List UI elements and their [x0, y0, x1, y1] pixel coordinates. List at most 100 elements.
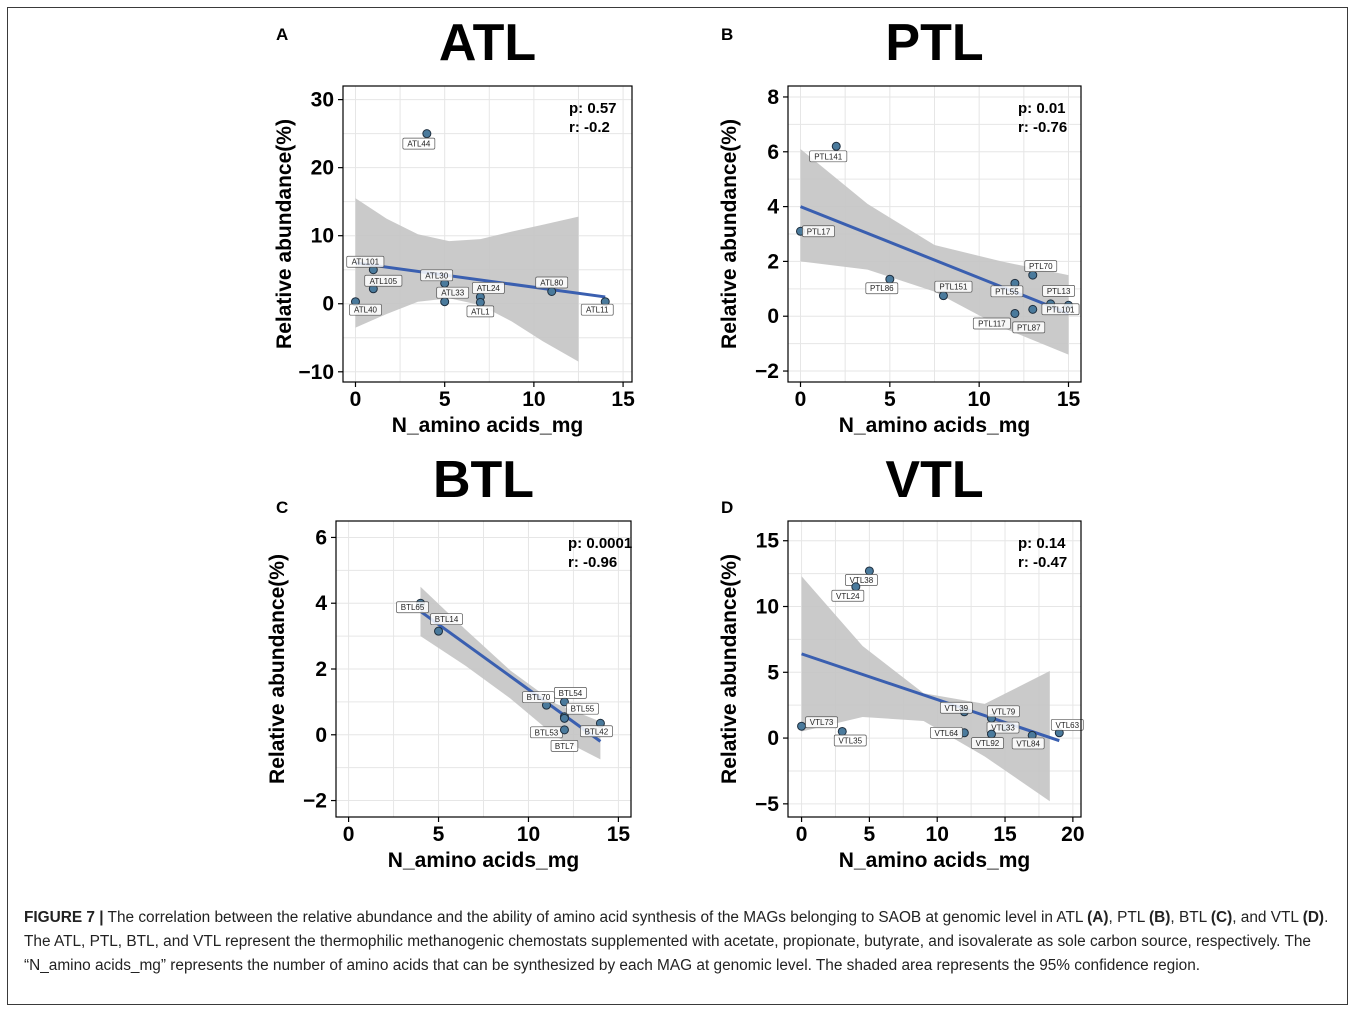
caption-text-4: , and VTL	[1232, 909, 1303, 926]
x-tick-label: 20	[1061, 823, 1084, 846]
point-label: BTL70	[522, 691, 555, 704]
stat-r-value: r: -0.96	[568, 554, 617, 571]
point-label-box	[929, 726, 963, 739]
stat-r-value: r: -0.2	[569, 119, 610, 136]
x-tick-label: 5	[884, 388, 896, 411]
caption-ref-d: (D)	[1302, 909, 1325, 926]
y-axis-label: Relative abundance(%)	[718, 554, 741, 784]
point-label-text: BTL7	[555, 742, 575, 751]
regression-line	[799, 205, 1070, 315]
y-tick-label: 15	[756, 530, 780, 553]
y-tick-label: 0	[315, 724, 327, 747]
data-point	[831, 141, 841, 151]
point-label-box	[349, 303, 382, 316]
point-label: PTL141	[809, 150, 848, 163]
point-label: ATL80	[535, 276, 569, 289]
point-label-text: VTL35	[838, 736, 862, 745]
y-tick-label: −2	[755, 360, 779, 383]
point-label: VTL39	[939, 701, 973, 714]
point-label-box	[833, 734, 867, 747]
x-tick-label: 5	[864, 823, 876, 846]
panel-title: VTL	[885, 451, 983, 509]
x-tick-label: 0	[796, 823, 808, 846]
point-label-box	[845, 574, 878, 586]
point-label-text: BTL65	[401, 603, 425, 612]
point-label-text: ATL80	[540, 278, 564, 287]
panel-letter: A	[276, 25, 288, 44]
y-tick-label: 0	[767, 727, 779, 750]
y-tick-label: 4	[767, 196, 779, 219]
confidence-band	[420, 586, 601, 760]
data-point	[559, 713, 569, 723]
point-label-text: BTL54	[559, 689, 583, 698]
point-label: BTL7	[550, 739, 579, 752]
point-label-text: ATL105	[370, 277, 398, 286]
caption-text-2: , PTL	[1108, 909, 1150, 926]
point-label-text: BTL70	[527, 693, 551, 702]
point-label-box	[809, 150, 848, 163]
x-tick-label: 0	[795, 388, 807, 411]
point-label-box	[831, 589, 865, 602]
point-label-text: ATL11	[586, 306, 609, 315]
point-label-text: VTL24	[836, 592, 860, 601]
point-label: PTL101	[1041, 303, 1080, 316]
point-label: ATL101	[346, 255, 385, 268]
data-point	[797, 721, 807, 731]
stat-r-value: r: -0.76	[1018, 119, 1067, 136]
point-label-box	[436, 286, 470, 299]
point-label-text: VTL84	[1016, 739, 1040, 748]
y-tick-label: 10	[311, 225, 334, 248]
panel-d: D VTL VTL38 VTL24 VTL73 VTL35 VTL39 VTL79 VTL64 V…	[718, 451, 1085, 872]
point-label-text: VTL79	[992, 707, 1016, 716]
point-label: VTL24	[831, 589, 865, 602]
point-label-box	[430, 613, 463, 626]
x-tick-label: 5	[439, 388, 451, 411]
point-label-box	[550, 739, 579, 752]
panel-letter: D	[721, 498, 733, 517]
stat-p-value: p: 0.14	[1018, 535, 1066, 552]
point-label-box	[805, 716, 838, 729]
point-label-text: PTL13	[1047, 287, 1071, 296]
point-label-text: ATL44	[407, 140, 431, 149]
point-label-box	[472, 282, 505, 294]
x-tick-label: 10	[517, 823, 540, 846]
data-point	[885, 274, 895, 284]
point-label-text: VTL73	[810, 718, 834, 727]
point-label-text: ATL40	[354, 306, 378, 315]
confidence-band	[355, 198, 579, 362]
point-label: ATL40	[349, 303, 382, 316]
y-tick-label: 0	[322, 293, 334, 316]
x-axis-label: N_amino acids_mg	[392, 414, 583, 437]
y-tick-label: 8	[767, 86, 779, 109]
plot-border	[787, 520, 1082, 818]
point-label: VTL63	[1050, 718, 1084, 731]
point-label-box	[971, 737, 1004, 749]
point-label-text: BTL14	[435, 615, 459, 624]
point-label: ATL33	[436, 286, 470, 299]
plot-border	[787, 85, 1082, 383]
point-label: ATL24	[472, 282, 505, 294]
x-axis-label: N_amino acids_mg	[839, 849, 1030, 872]
point-label: BTL54	[554, 687, 587, 699]
point-label-box	[364, 274, 403, 287]
point-label: PTL13	[1042, 285, 1075, 297]
point-label-text: BTL53	[535, 728, 559, 737]
point-label: PTL55	[990, 285, 1024, 298]
point-label-text: BTL55	[571, 705, 595, 714]
caption-text-3: , BTL	[1170, 909, 1211, 926]
point-label: PTL151	[934, 280, 973, 293]
point-label-text: VTL38	[850, 576, 874, 585]
point-label-box	[865, 282, 899, 295]
point-label: VTL79	[987, 705, 1020, 718]
point-label-text: VTL64	[935, 729, 959, 738]
point-label: VTL73	[805, 716, 838, 729]
point-label-box	[580, 725, 613, 738]
y-tick-label: 10	[756, 596, 779, 619]
x-axis-label: N_amino acids_mg	[388, 849, 579, 872]
plot-border	[342, 85, 633, 383]
point-label-box	[420, 269, 454, 282]
x-tick-label: 15	[1057, 388, 1081, 411]
point-label-box	[1011, 737, 1045, 750]
point-label: ATL11	[580, 303, 614, 316]
point-label-text: VTL39	[945, 704, 969, 713]
